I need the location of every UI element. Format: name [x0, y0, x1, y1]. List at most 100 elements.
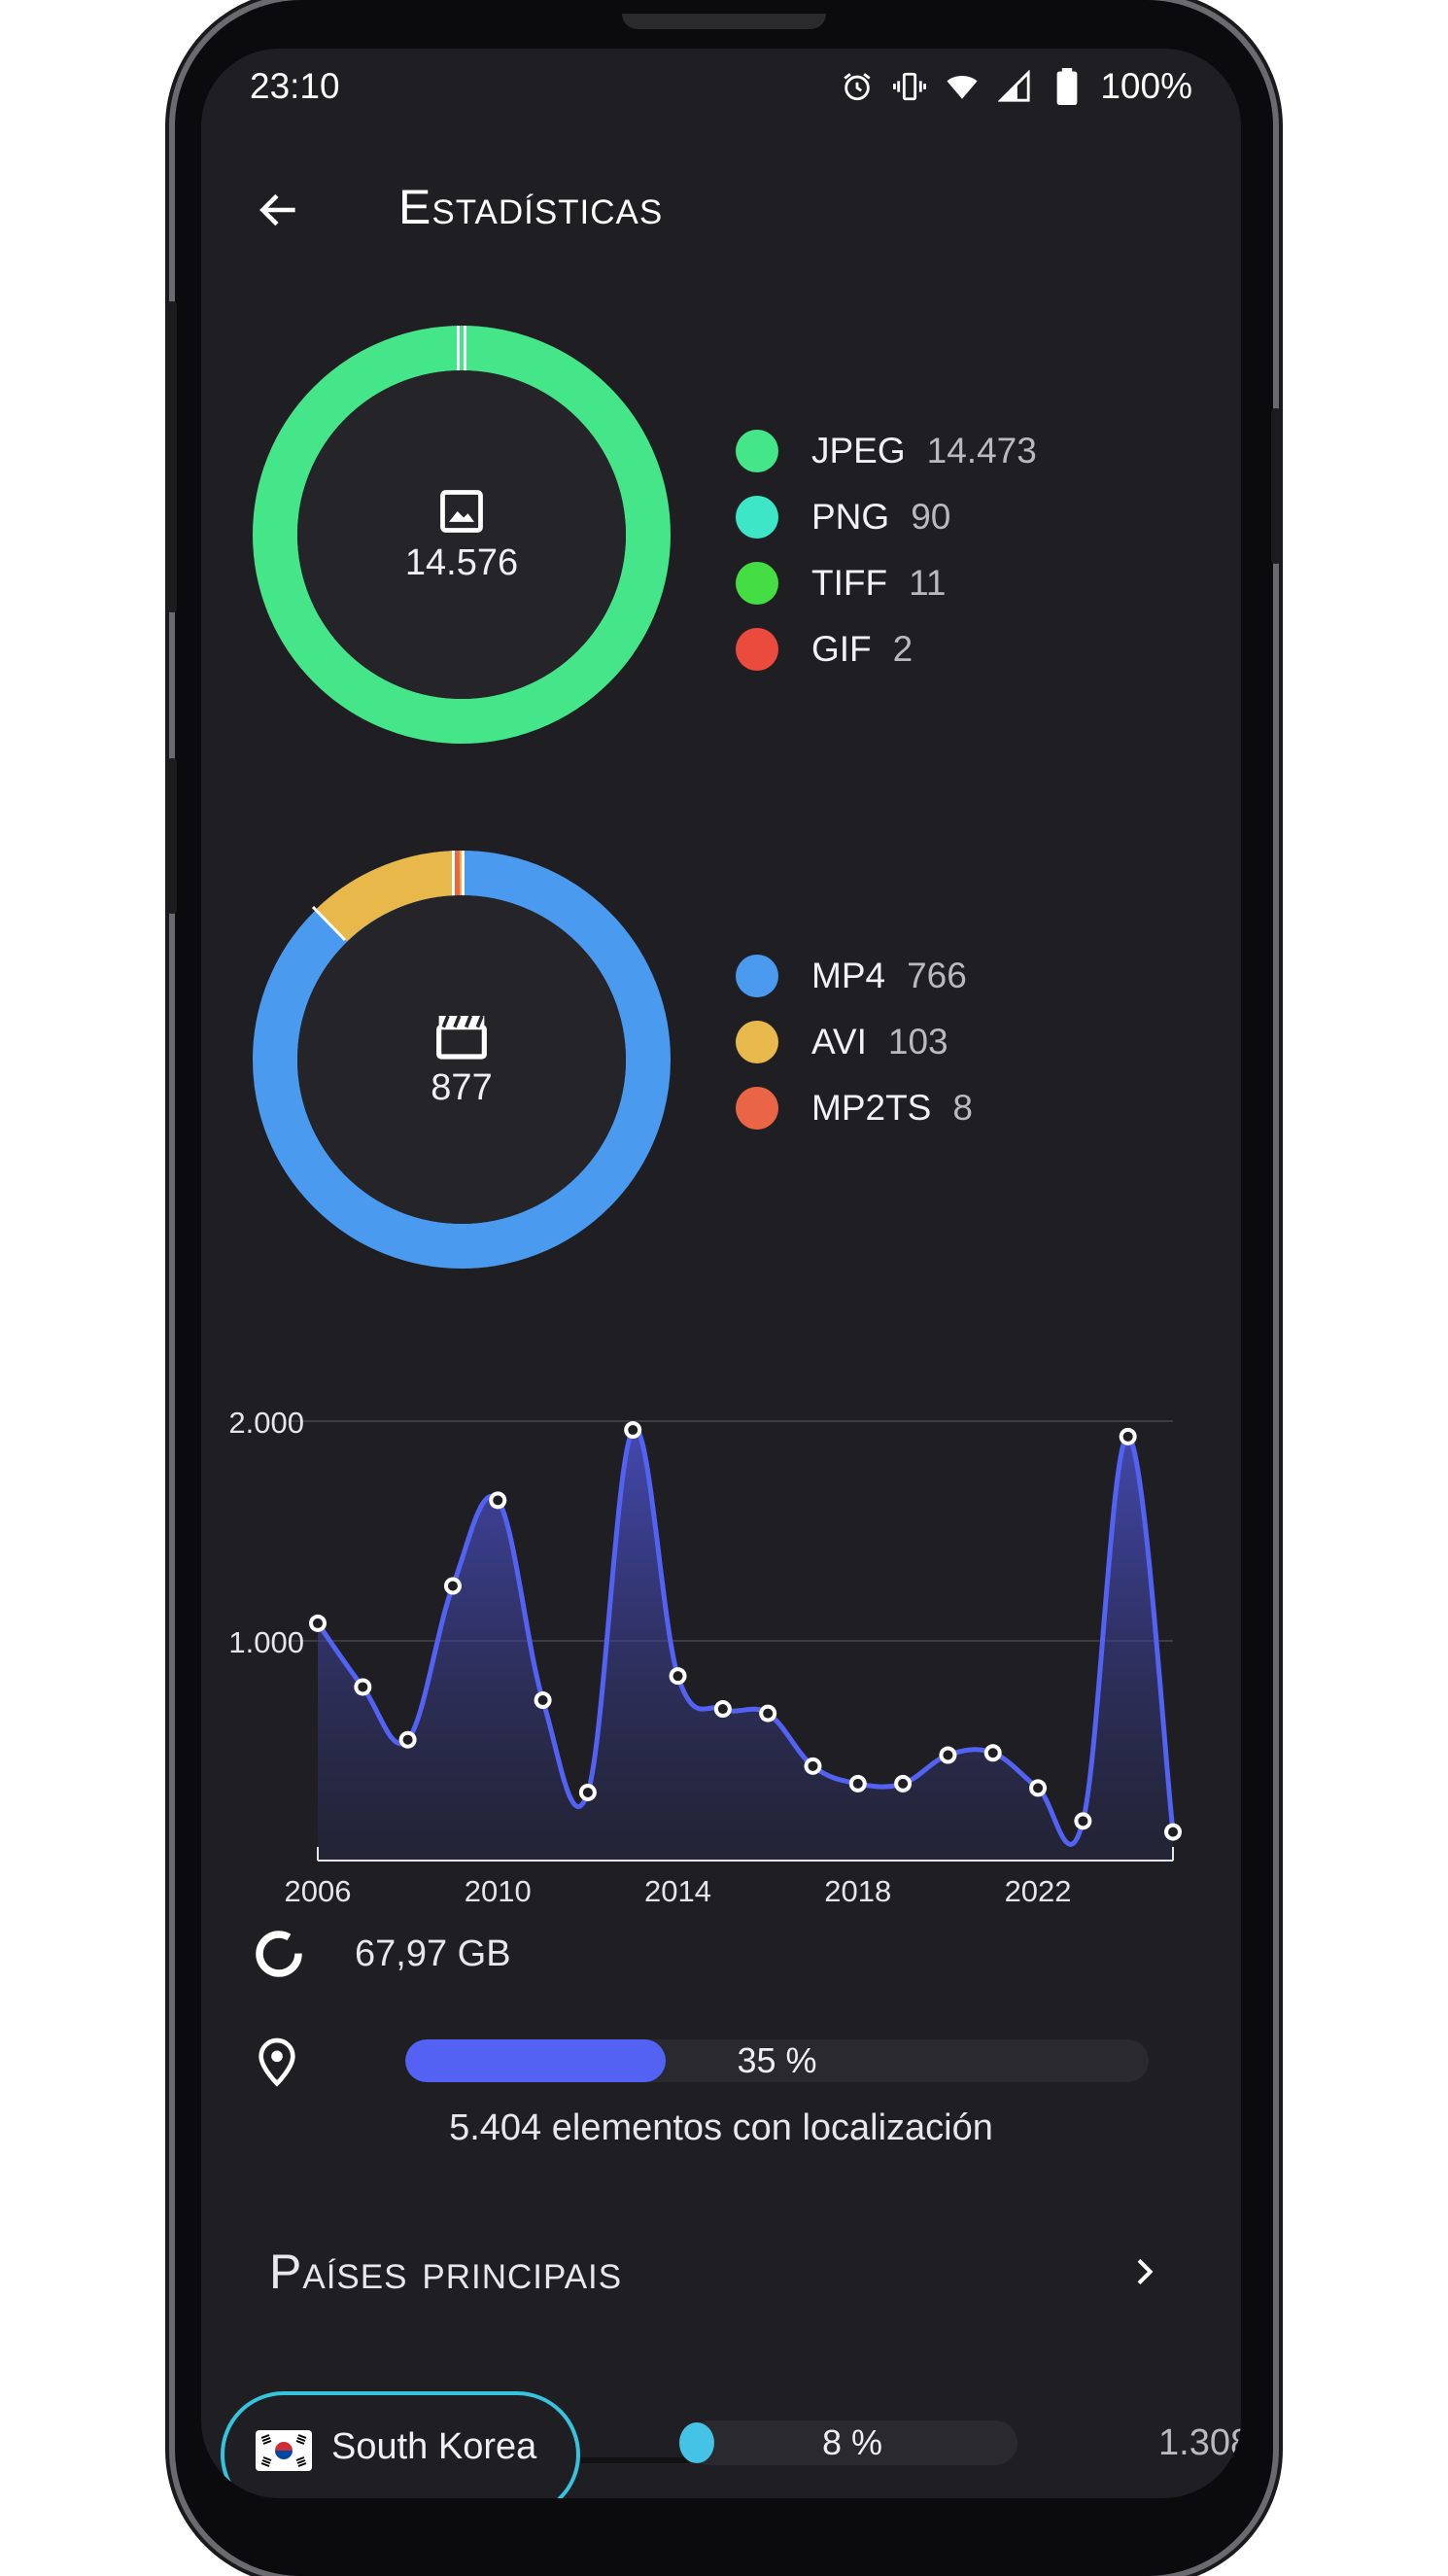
legend-label: PNG: [811, 497, 890, 537]
location-row: 35 %: [250, 2022, 1202, 2100]
country-chip[interactable]: South Korea: [221, 2391, 580, 2498]
legend-label: GIF: [811, 629, 872, 669]
location-percent: 35 %: [737, 2040, 817, 2080]
clapperboard-icon: [436, 1014, 487, 1060]
arrow-left-icon: [259, 193, 295, 226]
legend-label: MP2TS: [811, 1088, 932, 1128]
battery-percent: 100%: [1100, 66, 1192, 106]
location-caption: 5.404 elementos con localización: [449, 2107, 993, 2148]
phone-side-button: [1271, 408, 1281, 564]
legend-dot: [736, 628, 778, 671]
legend-item-mp4[interactable]: MP4 766: [736, 943, 973, 1009]
items-per-year-chart[interactable]: 1.000 2.000 2006 2010 2014 2018 2022: [201, 1341, 1241, 1908]
legend-count: 8: [952, 1088, 973, 1128]
x-tick-label: 2010: [465, 1874, 532, 1905]
alarm-icon: [838, 67, 877, 106]
legend-count: 103: [887, 1022, 948, 1062]
data-point-center: [717, 1704, 728, 1715]
data-point-center: [852, 1778, 863, 1789]
country-count: 1.308: [1158, 2422, 1241, 2463]
legend-dot: [736, 1087, 778, 1130]
data-point-center: [447, 1581, 458, 1591]
data-point-center: [582, 1787, 593, 1797]
page-title: Estadísticas: [398, 180, 664, 234]
legend-count: 11: [909, 563, 947, 603]
wifi-icon: [943, 67, 982, 106]
data-point-center: [898, 1778, 909, 1789]
app-bar: Estadísticas: [201, 156, 1241, 253]
data-point-center: [493, 1495, 503, 1506]
phone-side-button: [167, 758, 177, 914]
storage-row: 67,97 GB: [250, 1915, 511, 1993]
data-point-center: [763, 1708, 774, 1719]
data-point-center: [672, 1671, 683, 1682]
legend-label: AVI: [811, 1022, 867, 1062]
donut-hole: [297, 895, 626, 1224]
data-point-center: [943, 1750, 953, 1760]
donut-separator: [452, 851, 455, 896]
legend-label: TIFF: [811, 563, 888, 603]
data-point-center: [1122, 1431, 1133, 1442]
videos-donut-chart[interactable]: 877: [253, 850, 671, 1269]
data-point-center: [402, 1734, 413, 1745]
data-point-center: [1078, 1816, 1088, 1827]
legend-item-jpeg[interactable]: JPEG 14.473: [736, 418, 1037, 484]
phone-side-button: [167, 301, 177, 612]
legend-item-tiff[interactable]: TIFF 11: [736, 550, 1037, 616]
country-row[interactable]: South Korea 8 % 1.308: [221, 2391, 1241, 2498]
chevron-right-icon[interactable]: [1120, 2247, 1168, 2296]
legend-item-gif[interactable]: GIF 2: [736, 616, 1037, 682]
status-bar: 23:10 100%: [201, 49, 1241, 126]
legend-item-mp2ts[interactable]: MP2TS 8: [736, 1075, 973, 1141]
country-progress-bar: 8 %: [679, 2420, 1017, 2465]
data-point-center: [313, 1618, 323, 1628]
image-icon: [440, 489, 483, 533]
donut-segment-avi: [316, 850, 463, 942]
donut-separator: [462, 851, 465, 896]
phone-speaker: [622, 14, 826, 29]
legend-item-avi[interactable]: AVI 103: [736, 1009, 973, 1075]
photos-legend: JPEG 14.473 PNG 90 TIFF 11 GIF 2: [736, 418, 1037, 682]
legend-dot: [736, 430, 778, 472]
signal-icon: [995, 67, 1034, 106]
app-screen: 23:10 100% Estadísticas: [201, 49, 1241, 2498]
legend-label: JPEG: [811, 431, 906, 470]
back-button[interactable]: [240, 171, 318, 249]
legend-dot: [736, 955, 778, 997]
data-point-center: [808, 1760, 818, 1771]
x-tick-label: 2018: [824, 1874, 891, 1905]
y-tick-label: 2.000: [228, 1406, 304, 1440]
data-point-center: [987, 1748, 998, 1758]
donut-separator: [457, 326, 460, 371]
x-tick-label: 2014: [644, 1874, 711, 1905]
country-percent: 8 %: [821, 2422, 883, 2462]
storage-size: 67,97 GB: [355, 1932, 511, 1974]
donut-separator: [311, 905, 347, 942]
donut-segment-jpeg: [253, 326, 671, 744]
vibrate-icon: [890, 67, 929, 106]
data-point-center: [537, 1695, 548, 1706]
connector-line: [580, 2457, 697, 2463]
section-title: Países principais: [269, 2245, 623, 2299]
country-name: South Korea: [331, 2426, 537, 2467]
legend-dot: [736, 1021, 778, 1063]
legend-count: 90: [911, 497, 951, 537]
donut-separator: [464, 326, 466, 371]
photos-donut-chart[interactable]: 14.576: [253, 326, 671, 744]
country-progress-fill: [679, 2422, 714, 2463]
battery-icon: [1048, 67, 1086, 106]
legend-label: MP4: [811, 956, 886, 995]
legend-count: 2: [892, 629, 914, 669]
status-time: 23:10: [250, 66, 340, 106]
south-korea-flag-icon: [256, 2430, 312, 2471]
location-progress-fill: [405, 2039, 666, 2082]
legend-dot: [736, 496, 778, 539]
legend-item-png[interactable]: PNG 90: [736, 484, 1037, 550]
photos-total: 14.576: [404, 541, 519, 583]
x-tick-label: 2006: [285, 1874, 352, 1905]
data-point-center: [1033, 1783, 1044, 1793]
legend-count: 14.473: [926, 431, 1037, 470]
top-countries-header[interactable]: Países principais: [245, 2226, 1197, 2314]
legend-count: 766: [907, 956, 967, 995]
data-point-center: [358, 1682, 368, 1692]
